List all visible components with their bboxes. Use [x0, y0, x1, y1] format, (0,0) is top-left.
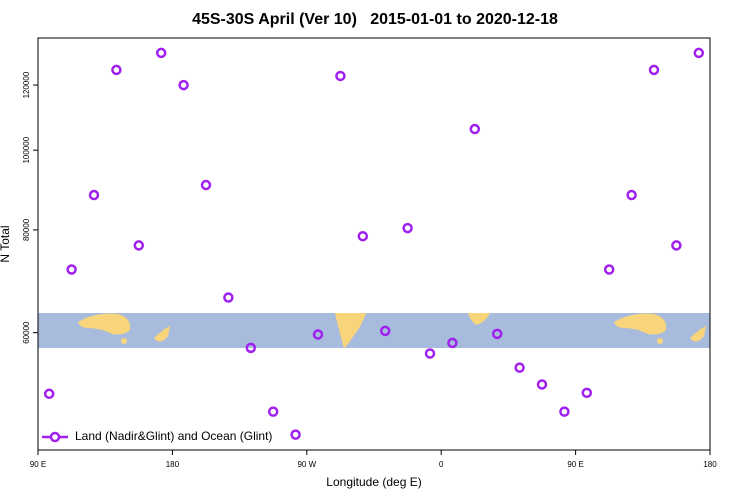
point [111, 64, 122, 76]
point [66, 264, 77, 275]
point [290, 429, 301, 440]
x-tick-label: 90 E [567, 460, 583, 469]
x-tick-label: 180 [166, 460, 180, 469]
point [379, 325, 391, 337]
point [559, 406, 570, 417]
y-tick-label: 80000 [22, 218, 31, 241]
point [43, 388, 55, 400]
plot-frame [37, 37, 711, 451]
point [424, 348, 436, 359]
point [469, 123, 481, 135]
point [88, 189, 100, 201]
point [245, 342, 257, 354]
chart-title: 45S-30S April (Ver 10) 2015-01-01 to 202… [192, 11, 558, 28]
y-tick-label: 100000 [22, 136, 31, 163]
x-tick-label: 180 [703, 460, 717, 469]
point [581, 387, 593, 399]
point [335, 70, 346, 82]
point [200, 179, 212, 191]
point [536, 379, 548, 390]
x-tick-label: 90 W [297, 460, 316, 469]
point [648, 64, 660, 76]
point [693, 47, 705, 59]
y-axis-label: N Total [0, 225, 12, 262]
point [514, 362, 525, 373]
x-tick-label: 0 [439, 460, 444, 469]
point [133, 240, 145, 251]
y-tick-label: 120000 [22, 71, 31, 98]
point [447, 337, 458, 349]
point [357, 230, 369, 242]
point [402, 222, 413, 234]
point [626, 189, 637, 201]
point [267, 406, 279, 417]
legend-marker [49, 431, 61, 443]
map-background [38, 313, 710, 348]
point [671, 240, 682, 251]
point [603, 264, 615, 275]
point [312, 329, 324, 340]
y-tick-label: 60000 [22, 321, 31, 344]
point [491, 328, 503, 340]
x-axis-label: Longitude (deg E) [326, 475, 421, 489]
legend-label: Land (Nadir&Glint) and Ocean (Glint) [75, 429, 272, 443]
point [155, 47, 167, 59]
x-tick-label: 90 E [30, 460, 46, 469]
point [223, 292, 234, 303]
point [178, 79, 189, 91]
